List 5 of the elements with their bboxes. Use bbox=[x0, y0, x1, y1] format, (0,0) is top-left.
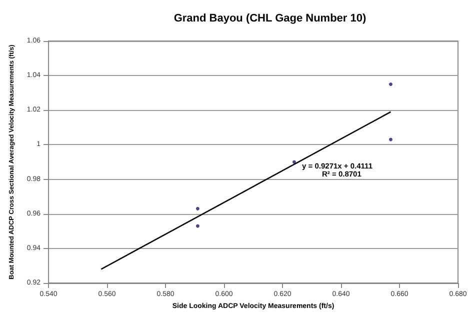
chart-title: Grand Bayou (CHL Gage Number 10) bbox=[174, 12, 366, 24]
point bbox=[388, 138, 392, 142]
point bbox=[196, 224, 200, 228]
point bbox=[388, 82, 392, 86]
point bbox=[196, 206, 200, 210]
